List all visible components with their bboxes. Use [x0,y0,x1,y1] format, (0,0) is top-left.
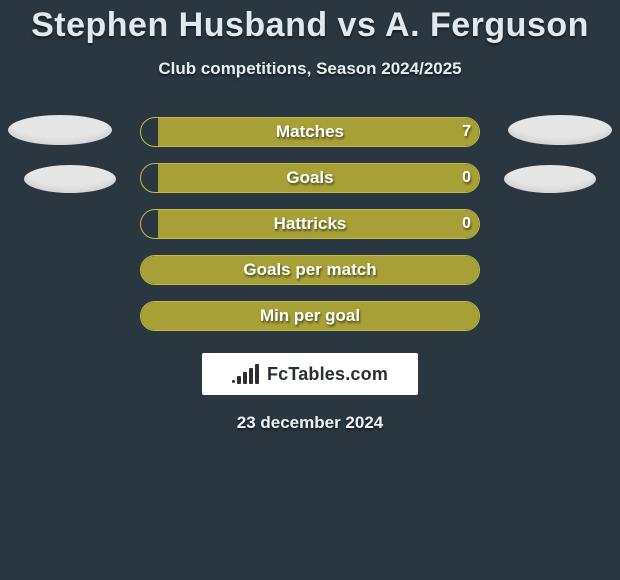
stats-bar-label: Goals per match [243,260,376,280]
page-title: Stephen Husband vs A. Ferguson [0,0,620,45]
stats-bar-track: Matches 7 [140,117,480,147]
stats-bar-value: 0 [462,215,471,233]
stats-bar-track: Min per goal [140,301,480,331]
stats-row: Min per goal [10,299,610,333]
stats-row: Goals per match [10,253,610,287]
brand-name: FcTables.com [267,364,388,385]
stats-block: Matches 7 Goals 0 Hattricks 0 Goals per match M… [0,115,620,333]
stats-row: Hattricks 0 [10,207,610,241]
brand-banner[interactable]: FcTables.com [202,353,418,395]
stats-bar-label: Matches [276,122,344,142]
stats-bar-label: Hattricks [274,214,347,234]
stats-row: Goals 0 [10,161,610,195]
stats-bar-track: Goals 0 [140,163,480,193]
stats-bar-track: Goals per match [140,255,480,285]
stats-bar-label: Goals [286,168,333,188]
subtitle: Club competitions, Season 2024/2025 [0,59,620,79]
stats-bar-track: Hattricks 0 [140,209,480,239]
stats-bar-label: Min per goal [260,306,360,326]
stats-bar-value: 7 [462,123,471,141]
stats-bar-value: 0 [462,169,471,187]
snapshot-date: 23 december 2024 [0,413,620,433]
brand-chart-icon [232,364,259,384]
stats-row: Matches 7 [10,115,610,149]
